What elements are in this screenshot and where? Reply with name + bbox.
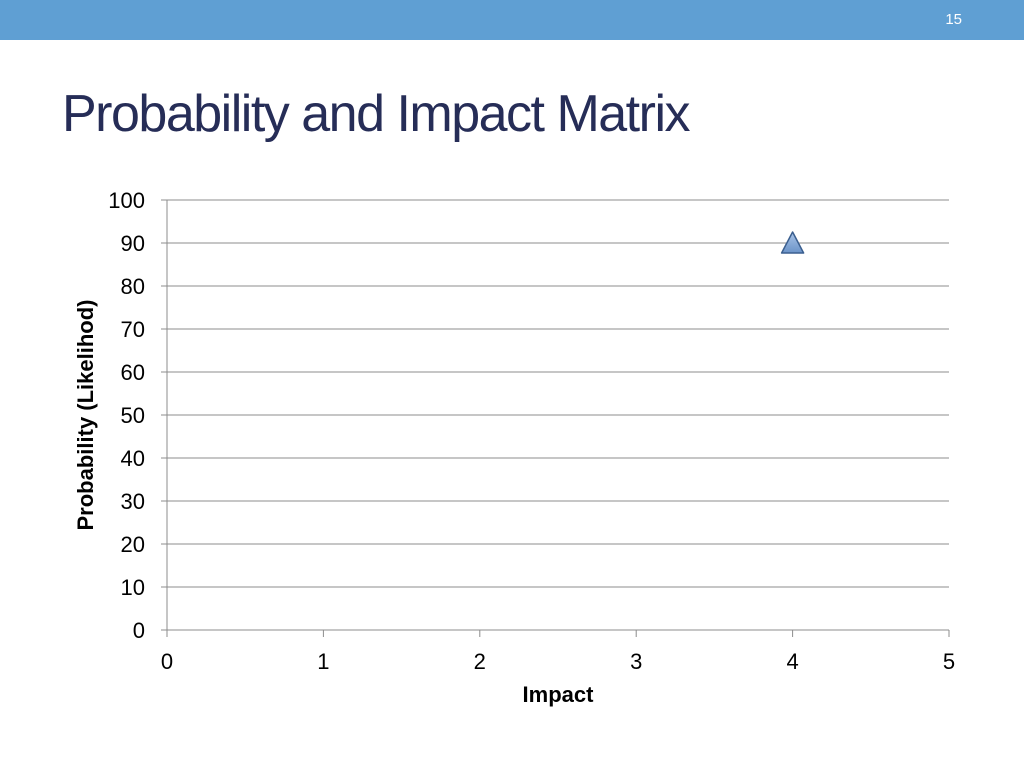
y-tick-label: 10 bbox=[121, 575, 145, 600]
y-tick-label: 40 bbox=[121, 446, 145, 471]
x-axis-label: Impact bbox=[523, 682, 595, 707]
slide-number: 15 bbox=[945, 11, 962, 28]
y-tick-label: 60 bbox=[121, 360, 145, 385]
y-tick-label: 90 bbox=[121, 231, 145, 256]
y-tick-label: 100 bbox=[108, 188, 145, 213]
data-point-triangle bbox=[780, 231, 805, 254]
x-tick-label: 2 bbox=[474, 649, 486, 674]
y-tick-label: 0 bbox=[133, 618, 145, 643]
gridlines bbox=[167, 199, 949, 588]
y-tick-label: 20 bbox=[121, 532, 145, 557]
axes bbox=[161, 199, 950, 637]
y-tick-label: 80 bbox=[121, 274, 145, 299]
y-axis-label: Probability (Likelihod) bbox=[73, 299, 98, 530]
x-tick-label: 1 bbox=[317, 649, 329, 674]
data-points bbox=[780, 231, 805, 254]
x-tick-labels: 0 1 2 3 4 5 bbox=[161, 649, 955, 674]
y-tick-label: 70 bbox=[121, 317, 145, 342]
x-tick-label: 5 bbox=[943, 649, 955, 674]
x-tick-label: 0 bbox=[161, 649, 173, 674]
y-tick-label: 30 bbox=[121, 489, 145, 514]
slide-title: Probability and Impact Matrix bbox=[62, 85, 691, 143]
x-tick-label: 4 bbox=[786, 649, 798, 674]
x-tick-label: 3 bbox=[630, 649, 642, 674]
y-tick-labels: 0 10 20 30 40 50 60 70 80 90 100 bbox=[108, 188, 145, 643]
top-bar: 15 bbox=[0, 0, 1024, 40]
y-tick-label: 50 bbox=[121, 403, 145, 428]
